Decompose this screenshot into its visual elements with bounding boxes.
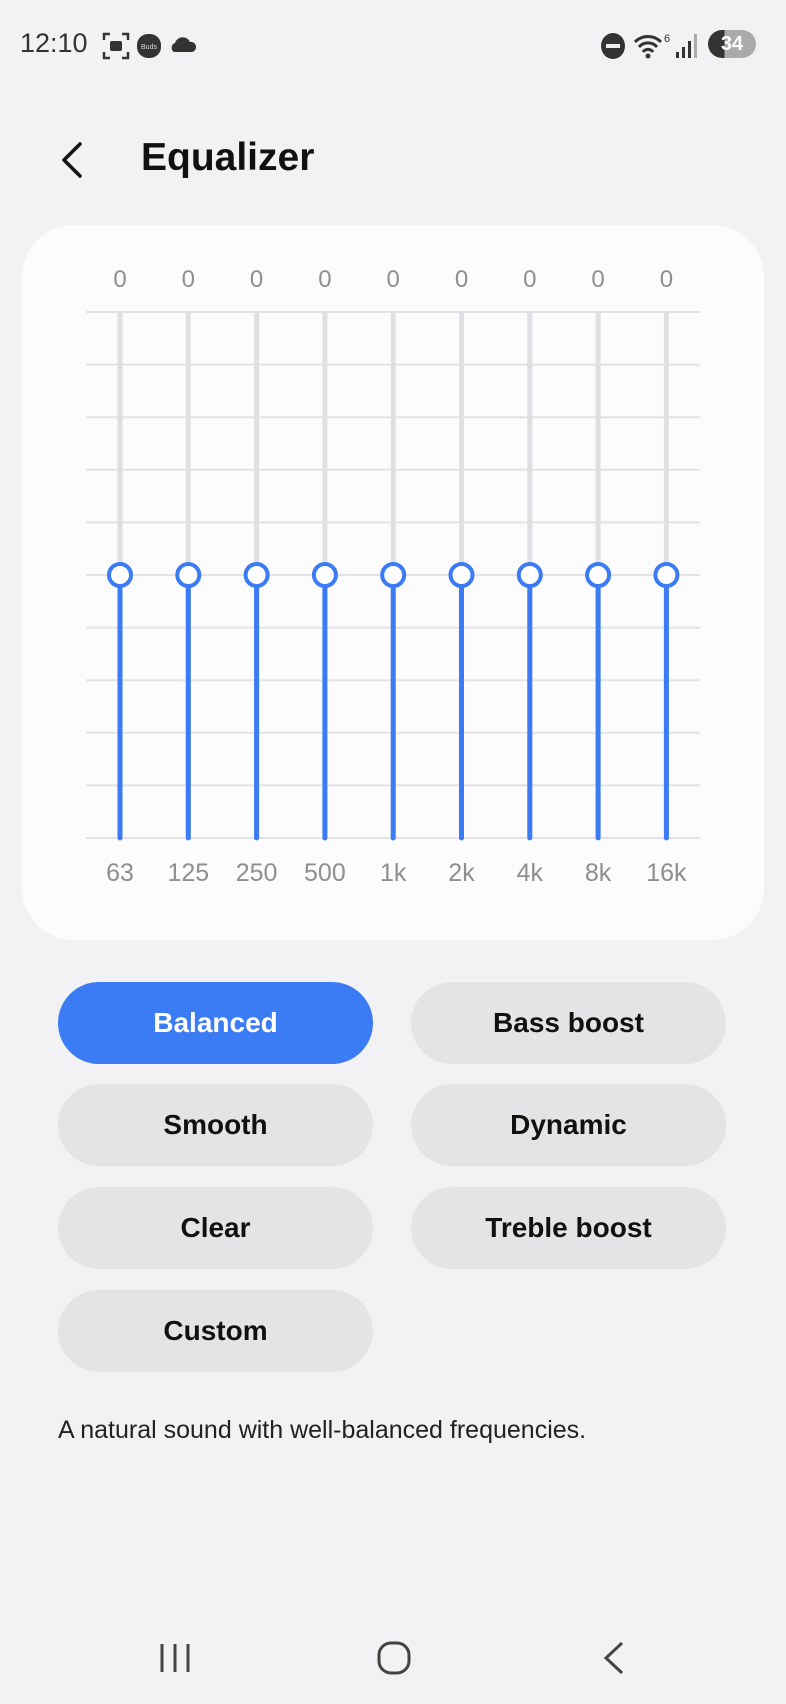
band-value-label: 0 xyxy=(591,266,604,293)
cloud-icon xyxy=(171,37,197,52)
slider-thumb[interactable] xyxy=(107,562,133,588)
slider-thumb[interactable] xyxy=(448,562,475,588)
slider-thumb[interactable] xyxy=(585,562,612,588)
band-value-label: 0 xyxy=(387,266,400,293)
back-button[interactable] xyxy=(52,136,92,184)
band-value-label: 0 xyxy=(250,266,263,293)
band-frequency-label: 250 xyxy=(236,859,278,887)
band-frequency-label: 63 xyxy=(106,859,134,887)
slider-thumb[interactable] xyxy=(243,562,270,588)
do-not-disturb-icon xyxy=(601,33,625,59)
preset-balanced-button[interactable]: Balanced xyxy=(58,982,373,1064)
band-frequency-label: 125 xyxy=(167,859,209,887)
slider-thumb[interactable] xyxy=(516,562,543,588)
signal-icon xyxy=(676,34,697,58)
band-value-label: 0 xyxy=(660,266,673,293)
preset-dynamic-button[interactable]: Dynamic xyxy=(411,1084,726,1166)
slider-thumb[interactable] xyxy=(311,562,338,588)
equalizer-chart: 0 63 0 125 0 250 0 500 0 1k 0 2k 0 4k 0 8k 0 16k xyxy=(86,266,700,887)
preset-treble-boost-button[interactable]: Treble boost xyxy=(411,1187,726,1269)
band-frequency-label: 16k xyxy=(646,859,687,887)
preset-custom-button[interactable]: Custom xyxy=(58,1290,373,1372)
preset-clear-button[interactable]: Clear xyxy=(58,1187,373,1269)
battery-icon: 34 xyxy=(708,30,756,58)
slider-thumb[interactable] xyxy=(380,562,407,588)
back-icon[interactable] xyxy=(600,1640,628,1676)
screenshot-icon xyxy=(102,32,130,60)
slider-thumb[interactable] xyxy=(175,562,202,588)
buds-icon: Buds xyxy=(137,34,161,58)
recent-apps-icon[interactable] xyxy=(158,1642,192,1674)
wifi-badge: 6 xyxy=(664,33,670,45)
preset-smooth-button[interactable]: Smooth xyxy=(58,1084,373,1166)
navigation-bar xyxy=(0,1630,786,1686)
preset-description: A natural sound with well-balanced frequ… xyxy=(58,1416,587,1444)
page-title: Equalizer xyxy=(141,136,315,179)
band-value-label: 0 xyxy=(318,266,331,293)
band-frequency-label: 8k xyxy=(585,859,612,887)
status-bar: 12:10 Buds 6 34 xyxy=(0,26,786,62)
band-frequency-label: 1k xyxy=(380,859,407,887)
band-value-label: 0 xyxy=(455,266,468,293)
band-value-label: 0 xyxy=(113,266,126,293)
slider-thumb[interactable] xyxy=(653,562,680,588)
buds-label: Buds xyxy=(141,44,157,51)
home-icon[interactable] xyxy=(376,1640,412,1676)
preset-bass-boost-button[interactable]: Bass boost xyxy=(411,982,726,1064)
band-frequency-label: 2k xyxy=(448,859,475,887)
band-value-label: 0 xyxy=(523,266,536,293)
wifi-icon: 6 xyxy=(633,33,670,59)
band-frequency-label: 4k xyxy=(517,859,544,887)
band-frequency-label: 500 xyxy=(304,859,346,887)
equalizer-card: 0 63 0 125 0 250 0 500 0 1k 0 2k 0 4k 0 8k 0 16k xyxy=(22,225,764,940)
status-time: 12:10 xyxy=(20,28,88,58)
band-value-label: 0 xyxy=(182,266,195,293)
